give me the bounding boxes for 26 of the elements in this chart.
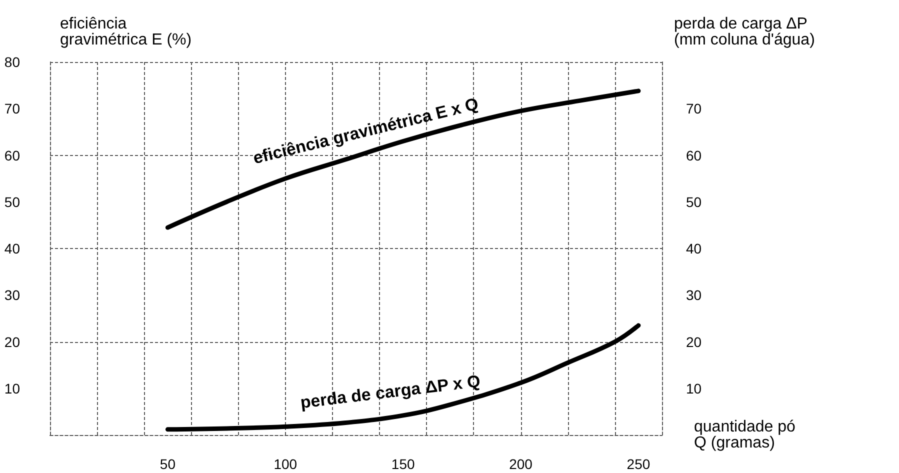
- x-tick-label: 150: [391, 456, 415, 472]
- y-tick-label: 30: [4, 287, 20, 304]
- y2-axis-title: perda de carga ΔP (mm coluna d'água): [674, 16, 815, 48]
- line-series: [165, 323, 641, 432]
- line-series: [165, 88, 641, 230]
- y2-tick-label: 30: [686, 287, 702, 304]
- x-tick-label: 250: [626, 456, 650, 472]
- y2-tick-label: 40: [686, 240, 702, 256]
- x-tick-label: 100: [274, 456, 298, 472]
- y2-tick-label: 70: [686, 100, 702, 117]
- y2-tick-label: 50: [686, 194, 702, 210]
- y-tick-label: 50: [4, 194, 20, 210]
- y2-tick-label: 20: [686, 334, 702, 350]
- x-tick-label: 50: [160, 456, 176, 472]
- y2-tick-label: 60: [686, 147, 702, 164]
- y-axis-title: eficiência gravimétrica E (%): [60, 16, 192, 48]
- y-tick-label: 60: [4, 147, 20, 164]
- y-tick-label: 10: [4, 380, 20, 396]
- x-tick-label: 200: [509, 456, 533, 472]
- x-axis-title: quantidade pó Q (gramas): [694, 418, 796, 452]
- y-tick-label: 80: [4, 54, 20, 70]
- y-tick-label: 40: [4, 240, 20, 256]
- y2-tick-label: 10: [686, 380, 702, 396]
- annotation: perda de carga ΔP x Q: [299, 372, 482, 412]
- y-tick-label: 70: [4, 100, 20, 117]
- y-tick-label: 20: [4, 334, 20, 350]
